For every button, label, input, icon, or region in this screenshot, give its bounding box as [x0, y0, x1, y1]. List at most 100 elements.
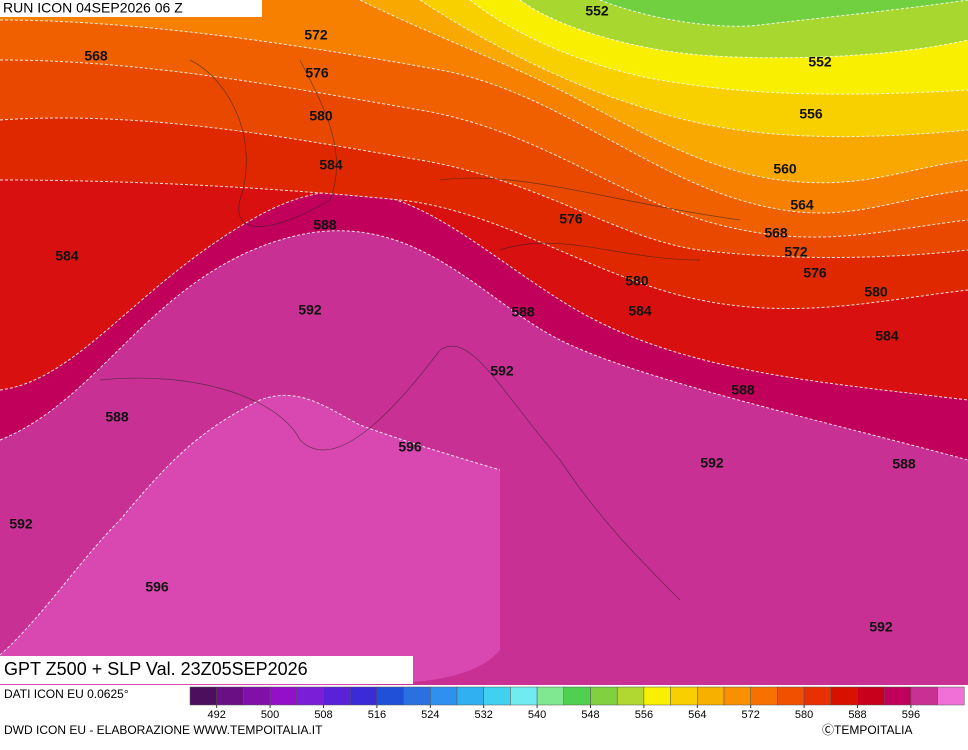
- contour-label: 576: [305, 65, 329, 81]
- credit: DWD ICON EU - ELABORAZIONE WWW.TEMPOITAL…: [4, 723, 323, 737]
- contour-labels: 5525525685725765805845565605645685725765…: [9, 3, 916, 635]
- colorbar-swatch: [189, 686, 217, 706]
- contour: [359, 0, 968, 184]
- colorbar-tick-label: 580: [795, 709, 813, 721]
- contour-label: 584: [319, 157, 343, 173]
- contour-label: 568: [764, 225, 788, 241]
- colorbar-tick-label: 564: [688, 709, 706, 721]
- colorbar-swatch: [697, 686, 725, 706]
- contour: [0, 59, 968, 238]
- colorbar-swatch: [670, 686, 698, 706]
- bands: [0, 0, 968, 461]
- colorbar-tick-label: 572: [742, 709, 760, 721]
- contour-label: 560: [773, 161, 797, 177]
- colorbar-swatch: [216, 686, 244, 706]
- colorbar-tick-label: 492: [208, 709, 226, 721]
- contour-label: 552: [585, 3, 609, 19]
- colorbar-tick-label: 540: [528, 709, 546, 721]
- colorbar-swatch: [937, 686, 965, 706]
- colorbar-swatch: [243, 686, 271, 706]
- header-box: [0, 0, 262, 17]
- copyright: ⒸTEMPOITALIA: [822, 723, 912, 737]
- colorbar-swatch: [269, 686, 298, 706]
- colorbar-swatch: [883, 686, 912, 706]
- colorbar: 492 500 508 516 524 532 540 548 556 564 572 580 588 5…: [189, 686, 965, 721]
- colorbar-swatch: [590, 686, 618, 706]
- contour: [419, 0, 968, 138]
- colorbar-swatch: [456, 686, 484, 706]
- contour-label: 588: [511, 304, 535, 320]
- contour-label: 568: [84, 48, 108, 64]
- colorbar-swatch: [910, 686, 938, 706]
- colorbar-tick-label: 548: [581, 709, 599, 721]
- colorbar-tick-label: 596: [902, 709, 920, 721]
- contour-label: 580: [625, 273, 649, 289]
- colorbar-swatch: [510, 686, 538, 706]
- contour-label: 576: [803, 265, 827, 281]
- coast: [99, 345, 681, 601]
- colorbar-swatch: [483, 686, 511, 706]
- contour: [469, 0, 968, 95]
- contour: [0, 117, 968, 258]
- contour: [0, 230, 968, 461]
- contour: [0, 179, 968, 310]
- contour-label: 572: [784, 244, 808, 260]
- contour-label: 580: [864, 284, 888, 300]
- colorbar-swatch: [563, 686, 591, 706]
- contour-label: 592: [298, 302, 322, 318]
- contour-label: 576: [559, 211, 583, 227]
- band: [520, 0, 968, 58]
- contour: [599, 0, 968, 27]
- colorbar-swatch: [323, 686, 351, 706]
- colorbar-swatch: [349, 686, 378, 706]
- map-title: GPT Z500 + SLP Val. 23Z05SEP2026: [4, 659, 308, 679]
- contour-label: 592: [490, 363, 514, 379]
- border: [439, 177, 741, 261]
- run-label: RUN ICON 04SEP2026 06 Z: [3, 0, 183, 16]
- colorbar-swatch: [430, 686, 458, 706]
- contour: [0, 19, 968, 214]
- colorbar-tick-label: 588: [848, 709, 866, 721]
- colorbar-swatch: [536, 686, 565, 706]
- contour-label: 592: [700, 455, 724, 471]
- contour: [519, 0, 968, 59]
- contour-label: 588: [313, 217, 337, 233]
- colorbar-swatch: [296, 686, 324, 706]
- contour-label: 596: [145, 579, 169, 595]
- title-box: [0, 656, 413, 684]
- colorbar-tick-label: 508: [314, 709, 332, 721]
- contour-label: 584: [628, 303, 652, 319]
- contour-label: 556: [799, 106, 823, 122]
- contour-label: 584: [55, 248, 79, 264]
- colorbar-swatch: [403, 686, 431, 706]
- contour-label: 588: [731, 382, 755, 398]
- contour-label: 592: [869, 619, 893, 635]
- colorbar-tick-label: 516: [368, 709, 386, 721]
- band: [600, 0, 968, 27]
- colorbar-swatch: [376, 686, 404, 706]
- colorbar-tick-label: 524: [421, 709, 439, 721]
- colorbar-swatch: [803, 686, 832, 706]
- contour-label: 588: [105, 409, 129, 425]
- colorbar-swatch: [643, 686, 671, 706]
- colorbar-swatch: [616, 686, 645, 706]
- colorbar-tick-label: 500: [261, 709, 279, 721]
- contour-label: 596: [398, 439, 422, 455]
- colorbar-swatch: [723, 686, 751, 706]
- colorbar-swatch: [830, 686, 858, 706]
- contour: [0, 190, 968, 401]
- colorbar-swatch: [750, 686, 778, 706]
- contour-label: 552: [808, 54, 832, 70]
- data-source: DATI ICON EU 0.0625°: [4, 687, 129, 701]
- colorbar-swatch: [857, 686, 885, 706]
- colorbar-swatch: [777, 686, 805, 706]
- coastlines: [99, 59, 741, 601]
- band-596: [0, 395, 500, 685]
- contour-label: 580: [309, 108, 333, 124]
- contour-label: 564: [790, 197, 814, 213]
- coast: [189, 59, 337, 227]
- colorbar-tick-label: 556: [635, 709, 653, 721]
- contour-label: 592: [9, 516, 33, 532]
